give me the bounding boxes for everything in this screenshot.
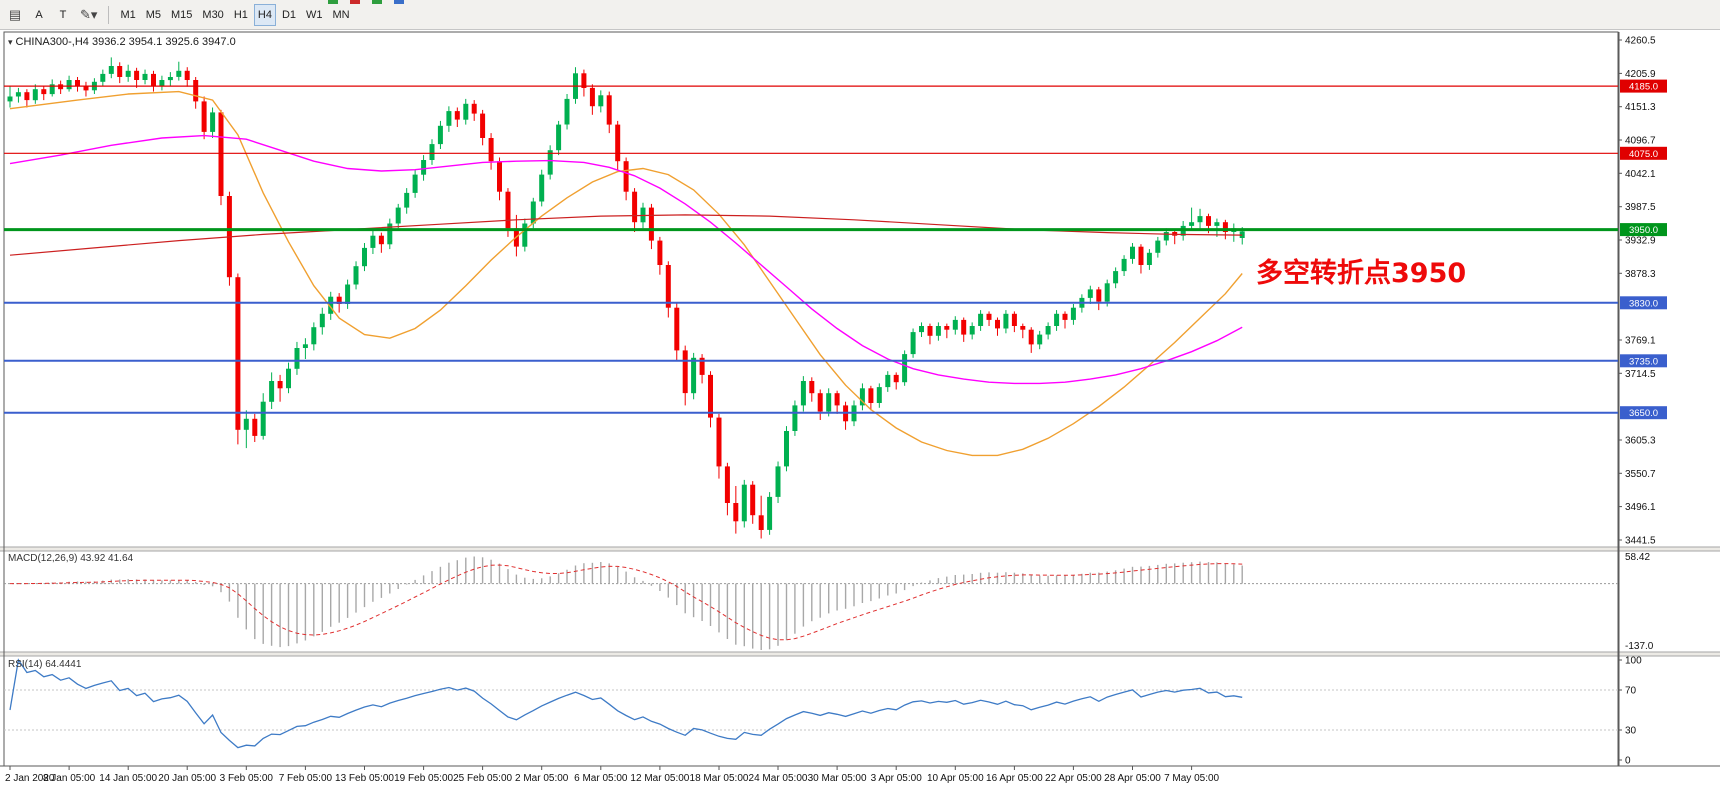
rsi-tick-label: 100: [1625, 656, 1642, 667]
price-level-badge: [1620, 146, 1667, 160]
ma-orange-fast: [9, 90, 1243, 457]
macd-signal-line: [10, 563, 1243, 641]
timeframe-mn-button[interactable]: MN: [329, 4, 354, 26]
time-tick-label: 6 Mar 05:00: [574, 773, 628, 784]
rsi-tick-label: 70: [1625, 686, 1637, 697]
pencil-icon: ✎: [80, 6, 91, 22]
toolbar-fragment: [350, 0, 360, 4]
toolbar-fragment: [372, 0, 382, 4]
caret-down-icon: ▾: [90, 6, 98, 22]
time-tick-label: 30 Mar 05:00: [808, 773, 867, 784]
price-tick-label: 3605.3: [1625, 436, 1656, 447]
rsi-indicator-label: RSI(14) 64.4441: [8, 659, 82, 670]
symbol-label: CHINA300-,H4: [15, 36, 89, 48]
price-level-badge-text: 3735.0: [1629, 356, 1658, 367]
toolbar: ▤ A T ✎ ▾ M1 M5 M15 M30 H1 H4 D1 W1 MN: [0, 0, 1720, 30]
time-tick-label: 13 Feb 05:00: [335, 773, 394, 784]
macd-axis-min-label: -137.0: [1625, 641, 1654, 652]
timeframe-m30-button[interactable]: M30: [198, 4, 227, 26]
chart-marker-icon: ▾: [8, 37, 13, 47]
price-level-badge: [1620, 223, 1667, 237]
time-tick-label: 24 Mar 05:00: [749, 773, 808, 784]
time-tick-label: 12 Mar 05:00: [630, 773, 689, 784]
toolbar-fragment: [328, 0, 338, 4]
timeframe-h1-button[interactable]: H1: [230, 4, 252, 26]
price-tick-label: 3932.9: [1625, 236, 1656, 247]
price-level-badge: [1620, 296, 1667, 310]
macd-indicator-label: MACD(12,26,9) 43.92 41.64: [8, 553, 134, 564]
time-tick-label: 20 Jan 05:00: [158, 773, 216, 784]
rsi-tick-label: 30: [1625, 726, 1637, 737]
price-tick-label: 3878.3: [1625, 269, 1656, 280]
price-tick-label: 4042.1: [1625, 169, 1656, 180]
price-level-badge-text: 3950.0: [1629, 225, 1658, 236]
price-annotation-text[interactable]: 多空转折点3950: [1256, 258, 1467, 289]
macd-axis-max-label: 58.42: [1625, 552, 1650, 563]
price-tick-label: 4151.3: [1625, 102, 1656, 113]
price-tick-label: 3769.1: [1625, 336, 1656, 347]
text-tool-button[interactable]: T: [52, 4, 74, 26]
symbol-ohlc-line: ▾ CHINA300-,H4 3936.2 3954.1 3925.6 3947.…: [8, 36, 236, 48]
time-axis[interactable]: [0, 766, 1720, 793]
price-tick-label: 3987.5: [1625, 202, 1656, 213]
ohlc-values: 3936.2 3954.1 3925.6 3947.0: [91, 36, 236, 48]
time-tick-label: 7 May 05:00: [1164, 773, 1219, 784]
price-level-badge-text: 3830.0: [1629, 298, 1658, 309]
grid-icon: ▤: [8, 6, 22, 22]
toolbar-separator: [108, 5, 110, 24]
time-tick-label: 18 Mar 05:00: [690, 773, 749, 784]
rsi-pane-surface[interactable]: [4, 656, 1618, 764]
timeframe-d1-button[interactable]: D1: [278, 4, 300, 26]
price-tick-label: 3441.5: [1625, 536, 1656, 547]
time-tick-label: 2 Jan 2020: [5, 773, 55, 784]
macd-pane-surface[interactable]: [4, 551, 1618, 652]
rsi-tick-label: 0: [1625, 756, 1631, 767]
timeframe-m1-button[interactable]: M1: [116, 4, 139, 26]
toolbar-fragment: [394, 0, 404, 4]
pane-splitter-macd[interactable]: [0, 547, 1720, 551]
chart-grid-button[interactable]: ▤: [4, 4, 26, 26]
time-tick-label: 14 Jan 05:00: [99, 773, 157, 784]
time-tick-label: 10 Apr 05:00: [927, 773, 984, 784]
price-level-badge: [1620, 79, 1667, 93]
time-tick-label: 22 Apr 05:00: [1045, 773, 1102, 784]
time-tick-label: 3 Feb 05:00: [220, 773, 274, 784]
time-tick-label: 16 Apr 05:00: [986, 773, 1043, 784]
time-tick-label: 3 Apr 05:00: [871, 773, 923, 784]
timeframe-m15-button[interactable]: M15: [167, 4, 196, 26]
price-level-badge: [1620, 406, 1667, 420]
timeframe-h4-button[interactable]: H4: [253, 3, 276, 26]
time-tick-label: 7 Feb 05:00: [279, 773, 333, 784]
time-tick-label: 2 Mar 05:00: [515, 773, 569, 784]
rsi-line: [9, 658, 1243, 749]
price-level-badge-text: 4185.0: [1629, 82, 1658, 93]
time-tick-label: 19 Feb 05:00: [394, 773, 453, 784]
time-tick-label: 8 Jan 05:00: [43, 773, 96, 784]
price-tick-label: 4205.9: [1625, 69, 1656, 80]
price-tick-label: 4260.5: [1625, 36, 1656, 47]
price-tick-label: 3496.1: [1625, 502, 1656, 513]
price-level-badge-text: 3650.0: [1629, 408, 1658, 419]
timeframe-m5-button[interactable]: M5: [142, 4, 165, 26]
draw-tool-button[interactable]: ✎ ▾: [76, 4, 101, 26]
time-tick-label: 28 Apr 05:00: [1104, 773, 1161, 784]
price-level-badge: [1620, 354, 1667, 368]
price-tick-label: 4096.7: [1625, 136, 1656, 147]
price-axis[interactable]: [1620, 32, 1720, 766]
timeframe-w1-button[interactable]: W1: [302, 4, 327, 26]
time-tick-label: 25 Feb 05:00: [453, 773, 512, 784]
ma-magenta-mid: [9, 134, 1243, 385]
chart-canvas[interactable]: 4260.5 4205.9 4151.3 4096.7 4042.1 3987.5 3932…: [0, 30, 1720, 793]
pane-splitter-rsi[interactable]: [0, 652, 1720, 656]
price-tick-label: 3714.5: [1625, 369, 1656, 380]
cursor-tool-button[interactable]: A: [28, 4, 50, 26]
price-tick-label: 3550.7: [1625, 469, 1656, 480]
price-level-badge-text: 4075.0: [1629, 149, 1658, 160]
